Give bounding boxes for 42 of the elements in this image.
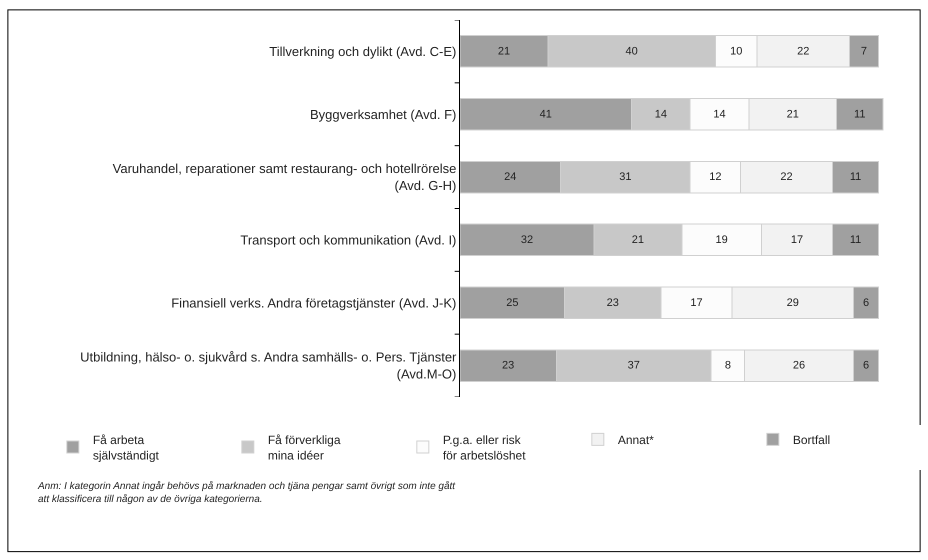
data-label: 19 xyxy=(715,234,728,246)
data-label: 22 xyxy=(780,171,793,184)
data-label: 12 xyxy=(709,171,722,184)
legend-label: Få förverkliga mina idéer xyxy=(268,432,341,462)
data-label: 11 xyxy=(850,171,862,184)
data-label: 24 xyxy=(504,171,516,184)
data-label: 8 xyxy=(724,360,731,372)
data-label: 21 xyxy=(498,45,510,58)
data-label: 21 xyxy=(632,234,644,246)
data-label: 29 xyxy=(786,296,799,309)
legend-label: Bortfall xyxy=(792,433,830,448)
data-label: 10 xyxy=(730,45,742,58)
data-label: 22 xyxy=(797,45,810,58)
data-label: 21 xyxy=(786,108,799,120)
y-tick-label: Finansiell verks. Andra företagstjänster (Avd. J-K) xyxy=(171,295,456,310)
y-tick-label: Varuhandel, reparationer samt restaurang- och hotellrörelse (Avd. G-H) xyxy=(112,161,456,194)
data-label: 23 xyxy=(502,360,514,372)
y-tick-label: Utbildning, hälso- o. sjukvård s. Andra samhälls- o. Pers. Tjänster (Avd.M-O) xyxy=(80,350,458,382)
data-label: 41 xyxy=(540,108,552,120)
data-label: 37 xyxy=(628,360,640,372)
legend-label: Få arbeta självständigt xyxy=(92,432,160,462)
data-label: 25 xyxy=(506,296,518,309)
data-label: 17 xyxy=(690,296,703,309)
data-label: 14 xyxy=(654,108,668,120)
data-label: 40 xyxy=(625,45,638,58)
data-label: 6 xyxy=(862,296,870,309)
data-label: 6 xyxy=(862,360,870,372)
data-label: 14 xyxy=(713,108,726,120)
y-tick-label: Tillverkning och dylikt (Avd. C-E) xyxy=(269,44,456,59)
data-label: 7 xyxy=(860,45,867,58)
data-label: 17 xyxy=(790,234,804,246)
data-label: 11 xyxy=(854,108,866,120)
legend-label: P.g.a. eller risk för arbetslöshet xyxy=(442,432,526,462)
text: Anm: I kategorin Annat ingår behövs på marknaden och tjäna pengar samt övrigt som inte gått att klassificera till någon av de övriga kategorierna. xyxy=(37,480,456,505)
data-label: 23 xyxy=(606,296,619,309)
data-label: 26 xyxy=(792,360,806,372)
legend-label: Annat* xyxy=(618,433,654,448)
y-tick-label: Transport och kommunikation (Avd. I) xyxy=(240,232,456,248)
data-label: 32 xyxy=(520,234,534,246)
data-label: 31 xyxy=(619,171,632,184)
data-label: 11 xyxy=(850,234,862,246)
y-tick-label: Byggverksamhet (Avd. F) xyxy=(310,106,456,122)
